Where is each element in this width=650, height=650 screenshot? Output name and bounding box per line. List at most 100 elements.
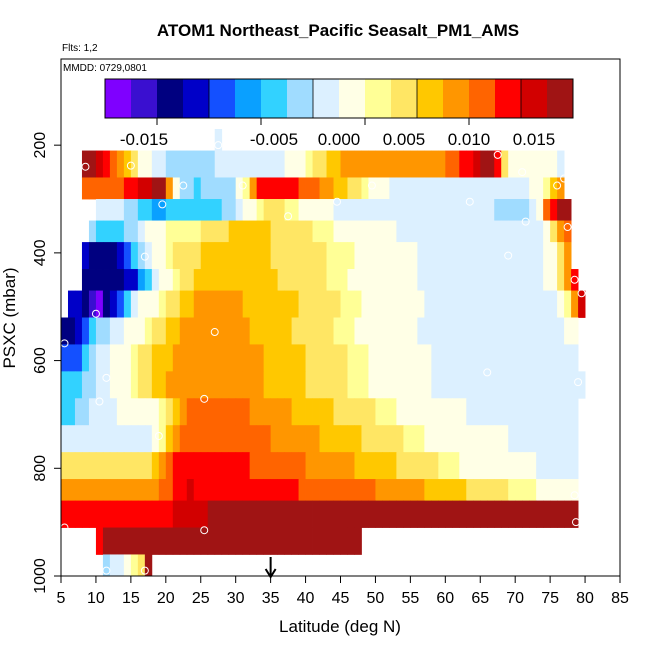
heatmap-cell <box>473 199 481 221</box>
heatmap-cell <box>81 425 90 453</box>
heatmap-cell <box>298 500 306 528</box>
heatmap-cell <box>445 500 453 528</box>
heatmap-cell <box>340 398 348 426</box>
heatmap-cell <box>284 500 292 528</box>
heatmap-cell <box>214 290 223 318</box>
heatmap-cell <box>452 398 460 426</box>
heatmap-cell <box>214 371 223 399</box>
heatmap-cell <box>396 269 404 291</box>
heatmap-cell <box>452 269 460 291</box>
heatmap-cell <box>193 425 202 453</box>
heatmap-cell <box>473 269 481 291</box>
heatmap-cell <box>249 177 258 200</box>
heatmap-cell <box>200 398 209 426</box>
heatmap-cell <box>473 500 481 528</box>
heatmap-cell <box>179 500 188 528</box>
heatmap-cell <box>95 177 104 200</box>
heatmap-cell <box>410 452 418 480</box>
heatmap-cell <box>389 290 397 318</box>
heatmap-cell <box>382 269 390 291</box>
heatmap-cell <box>130 425 139 453</box>
heatmap-cell <box>389 425 397 453</box>
heatmap-cell <box>214 452 223 480</box>
heatmap-cell <box>256 290 265 318</box>
heatmap-cell <box>207 242 216 270</box>
heatmap-cell <box>151 500 160 528</box>
heatmap-cell <box>515 344 523 372</box>
heatmap-cell <box>431 500 439 528</box>
heatmap-cell <box>221 344 230 372</box>
heatmap-cell <box>151 344 160 372</box>
heatmap-cell <box>480 371 488 399</box>
heatmap-cell <box>326 199 334 221</box>
heatmap-cell <box>487 290 495 318</box>
heatmap-cell <box>543 290 551 318</box>
heatmap-cell <box>95 269 104 291</box>
heatmap-cell <box>116 371 125 399</box>
heatmap-cell <box>375 317 383 345</box>
chart-title: ATOM1 Northeast_Pacific Seasalt_PM1_AMS <box>157 21 519 40</box>
heatmap-cell <box>389 220 397 243</box>
colorbar-block <box>495 79 522 118</box>
heatmap-cell <box>473 150 481 178</box>
heatmap-cell <box>319 269 327 291</box>
heatmap-cell <box>354 527 362 555</box>
sample-point <box>493 150 502 159</box>
heatmap-cell <box>445 199 453 221</box>
heatmap-cell <box>277 220 285 243</box>
heatmap-cell <box>172 371 181 399</box>
heatmap-cell <box>410 371 418 399</box>
heatmap-cell <box>508 398 516 426</box>
heatmap-cell <box>312 242 320 270</box>
heatmap-cell <box>438 452 446 480</box>
heatmap-cell <box>95 242 104 270</box>
heatmap-cell <box>536 150 544 178</box>
heatmap-cell <box>284 269 292 291</box>
heatmap-cell <box>431 220 439 243</box>
heatmap-cell <box>473 479 481 501</box>
heatmap-cell <box>340 371 348 399</box>
heatmap-cell <box>396 344 404 372</box>
heatmap-cell <box>508 199 516 221</box>
heatmap-cell <box>186 371 195 399</box>
heatmap-cell <box>543 242 551 270</box>
heatmap-cell <box>417 269 425 291</box>
heatmap-cell <box>221 177 230 200</box>
heatmap-cell <box>270 371 279 399</box>
heatmap-cell <box>340 479 348 501</box>
heatmap-cell <box>116 199 125 221</box>
heatmap-cell <box>116 177 125 200</box>
sample-point <box>81 162 90 171</box>
heatmap-cell <box>368 452 376 480</box>
heatmap-cell <box>340 317 348 345</box>
heatmap-cell <box>228 290 237 318</box>
heatmap-cell <box>564 344 572 372</box>
sample-point <box>333 197 342 206</box>
heatmap-cell <box>249 150 258 178</box>
heatmap-cell <box>165 290 174 318</box>
heatmap-cell <box>256 500 265 528</box>
heatmap-cell <box>256 452 265 480</box>
heatmap-cell <box>109 452 118 480</box>
heatmap-cell <box>319 150 327 178</box>
heatmap-cell <box>487 317 495 345</box>
heatmap-cell <box>95 479 104 501</box>
heatmap-cell <box>270 317 279 345</box>
heatmap-cell <box>312 290 320 318</box>
heatmap-cell <box>291 199 299 221</box>
heatmap-cell <box>284 242 292 270</box>
heatmap-cell <box>200 290 209 318</box>
heatmap-cell <box>529 371 537 399</box>
heatmap-cell <box>431 317 439 345</box>
heatmap-cell <box>200 317 209 345</box>
heatmap-cell <box>137 150 146 178</box>
heatmap-cell <box>319 220 327 243</box>
heatmap-cell <box>403 220 411 243</box>
heatmap-cell <box>284 452 292 480</box>
heatmap-cell <box>571 317 579 345</box>
heatmap-cell <box>368 199 376 221</box>
heatmap-cell <box>410 344 418 372</box>
heatmap-cell <box>95 371 104 399</box>
heatmap-cell <box>431 452 439 480</box>
heatmap-cell <box>249 199 258 221</box>
